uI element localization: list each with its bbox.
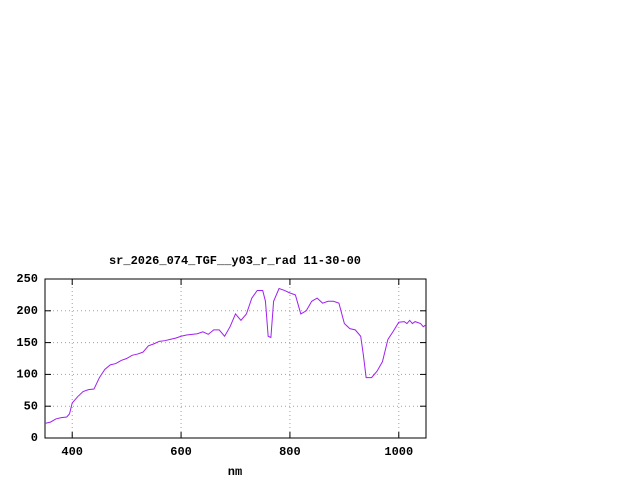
y-tick-label: 0 xyxy=(31,431,38,445)
x-tick-label: 600 xyxy=(170,445,192,459)
x-tick-label: 1000 xyxy=(384,445,413,459)
y-tick-label: 50 xyxy=(24,399,38,413)
y-tick-label: 200 xyxy=(16,304,38,318)
plot-border xyxy=(44,278,427,439)
x-tick-label: 800 xyxy=(279,445,301,459)
y-tick-label: 250 xyxy=(16,272,38,286)
x-tick-label: 400 xyxy=(61,445,83,459)
data-line xyxy=(44,287,427,424)
y-tick-label: 150 xyxy=(16,336,38,350)
x-axis-label: nm xyxy=(228,465,242,479)
y-tick-label: 100 xyxy=(16,368,38,382)
chart-title: sr_2026_074_TGF__y03_r_rad 11-30-00 xyxy=(109,254,361,268)
